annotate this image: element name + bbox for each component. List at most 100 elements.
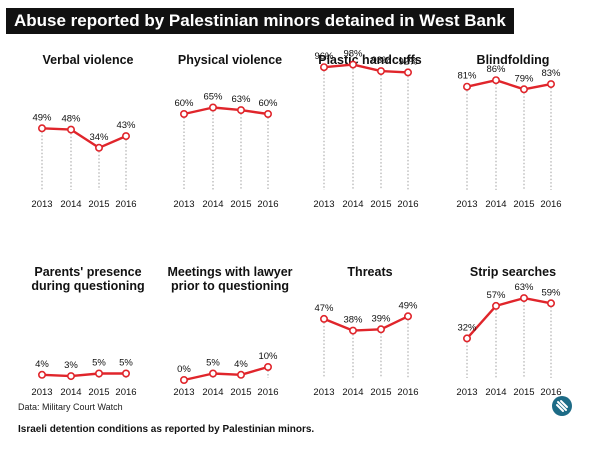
data-label: 4% [234, 359, 248, 370]
data-label: 43% [116, 120, 136, 131]
x-tick-label: 2013 [173, 199, 194, 210]
data-label: 32% [457, 322, 477, 333]
x-tick-label: 2014 [485, 199, 506, 210]
data-point [546, 80, 555, 89]
x-tick-label: 2014 [202, 387, 223, 398]
data-point [209, 369, 218, 378]
data-point [519, 294, 528, 303]
x-tick-label: 2016 [397, 387, 418, 398]
data-label: 10% [258, 351, 278, 362]
data-point [263, 110, 272, 119]
data-point [209, 103, 218, 112]
data-label: 4% [35, 359, 49, 370]
data-label: 49% [32, 112, 52, 123]
chart-title: Plastic handcuffs [318, 53, 422, 67]
x-tick-label: 2013 [456, 199, 477, 210]
data-label: 81% [457, 71, 477, 82]
data-point [348, 60, 357, 69]
x-tick-label: 2015 [88, 387, 109, 398]
data-label: 47% [314, 303, 334, 314]
data-label: 96% [314, 51, 334, 62]
data-point [376, 67, 385, 76]
data-label: 63% [231, 94, 251, 105]
data-point [180, 110, 189, 119]
chart-title: Physical violence [178, 53, 282, 67]
data-point [67, 125, 76, 134]
data-label: 39% [371, 313, 391, 324]
data-label: 38% [343, 315, 363, 326]
data-label: 59% [541, 287, 561, 298]
data-label: 93% [371, 55, 391, 66]
data-point [95, 143, 104, 152]
data-point [95, 369, 104, 378]
data-point [403, 312, 412, 321]
x-tick-label: 2013 [31, 199, 52, 210]
x-tick-label: 2016 [257, 199, 278, 210]
data-point [237, 106, 246, 115]
series-line [183, 106, 269, 116]
data-label: 49% [398, 300, 418, 311]
data-point [546, 299, 555, 308]
chart-title: during questioning [31, 279, 144, 293]
data-label: 60% [174, 98, 194, 109]
series-line [41, 372, 126, 378]
x-tick-label: 2015 [513, 199, 534, 210]
data-point [180, 375, 189, 384]
chart-title: Threats [347, 265, 392, 279]
data-label: 86% [486, 64, 506, 75]
x-tick-label: 2013 [313, 387, 334, 398]
x-tick-label: 2015 [370, 387, 391, 398]
data-label: 48% [61, 114, 81, 125]
x-tick-label: 2014 [342, 199, 363, 210]
x-tick-label: 2016 [540, 387, 561, 398]
series-line [323, 63, 409, 74]
data-point [122, 132, 131, 141]
data-label: 65% [203, 92, 223, 103]
chart-caption: Israeli detention conditions as reported… [18, 424, 315, 435]
data-label: 60% [258, 98, 278, 109]
data-point [319, 314, 328, 323]
data-point [462, 334, 471, 343]
chart-title: Blindfolding [477, 53, 550, 67]
data-point [237, 370, 246, 379]
data-point [67, 372, 76, 381]
series-line [466, 78, 552, 91]
data-label: 57% [486, 290, 506, 301]
chart-title: Parents' presence [34, 265, 141, 279]
x-tick-label: 2015 [230, 387, 251, 398]
x-tick-label: 2016 [115, 387, 136, 398]
data-point [376, 325, 385, 334]
data-point [491, 301, 500, 310]
data-point [37, 370, 46, 379]
data-point [37, 124, 46, 133]
x-tick-label: 2015 [513, 387, 534, 398]
x-tick-label: 2014 [342, 387, 363, 398]
chart-title: Meetings with lawyer [167, 265, 292, 279]
data-point [319, 63, 328, 72]
data-label: 5% [206, 358, 220, 369]
data-point [122, 369, 131, 378]
x-tick-label: 2013 [313, 199, 334, 210]
series-line [183, 365, 269, 382]
data-label: 5% [119, 358, 133, 369]
data-label: 5% [92, 358, 106, 369]
x-tick-label: 2016 [540, 199, 561, 210]
data-label: 98% [343, 49, 363, 60]
x-tick-label: 2014 [60, 387, 81, 398]
data-point [519, 85, 528, 94]
x-tick-label: 2013 [173, 387, 194, 398]
data-label: 63% [514, 282, 534, 293]
data-label: 3% [64, 360, 78, 371]
series-line [466, 296, 552, 340]
x-tick-label: 2016 [257, 387, 278, 398]
data-label: 79% [514, 73, 534, 84]
x-tick-label: 2014 [485, 387, 506, 398]
data-label: 0% [177, 364, 191, 375]
data-label: 83% [541, 68, 561, 79]
x-tick-label: 2014 [202, 199, 223, 210]
x-tick-label: 2015 [88, 199, 109, 210]
series-line [323, 315, 409, 332]
x-tick-label: 2013 [456, 387, 477, 398]
data-label: 34% [89, 132, 109, 143]
x-tick-label: 2013 [31, 387, 52, 398]
